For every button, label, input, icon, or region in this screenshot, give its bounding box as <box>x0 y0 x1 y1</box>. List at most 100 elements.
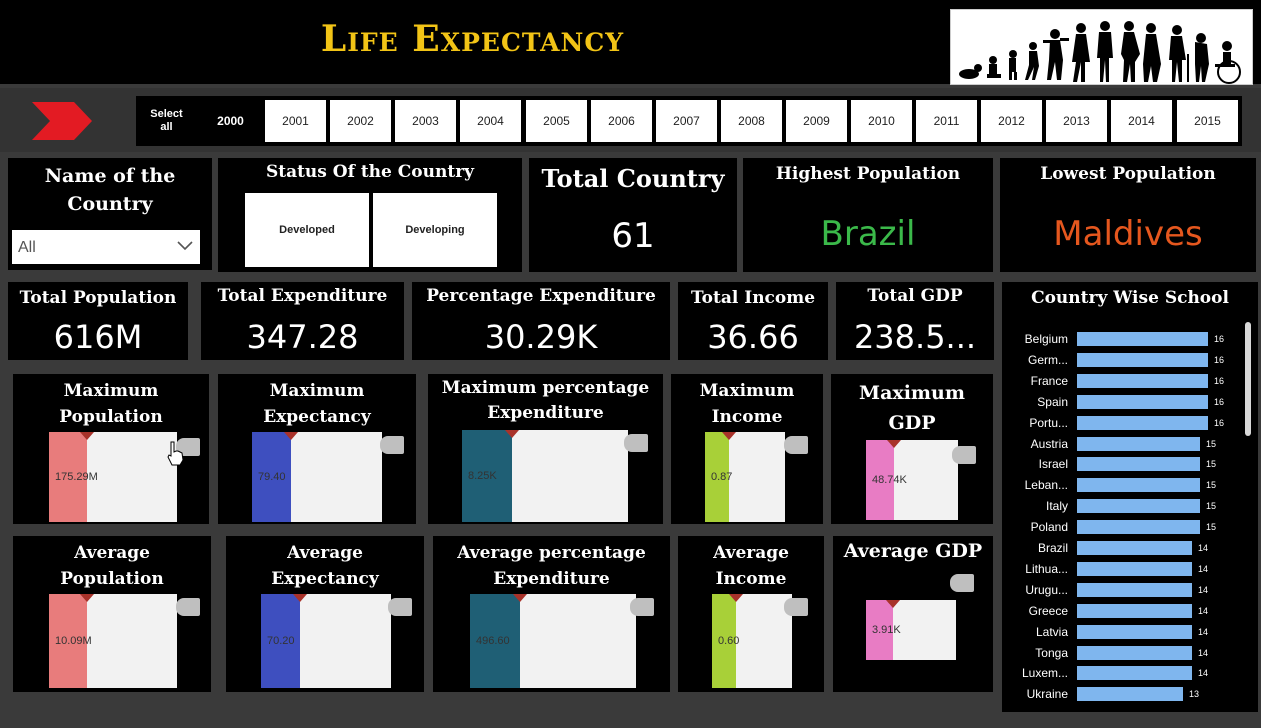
max-pct-expenditure-value: 8.25K <box>468 470 497 482</box>
chart-bar[interactable] <box>1077 604 1192 618</box>
status-developing-button[interactable]: Developing <box>373 193 497 267</box>
year-button-2000[interactable]: 2000 <box>200 100 261 142</box>
chevron-down-icon <box>177 241 193 251</box>
chart-bar[interactable] <box>1077 353 1208 367</box>
year-button-2013[interactable]: 2013 <box>1046 100 1107 142</box>
total-income-card: Total Income 36.66 <box>678 282 828 360</box>
max-population-target-marker <box>80 432 94 440</box>
chart-bar[interactable] <box>1077 374 1208 388</box>
percentage-expenditure-value: 30.29K <box>484 318 598 356</box>
chart-bar[interactable] <box>1077 583 1192 597</box>
avg-income-toggle[interactable] <box>784 598 808 616</box>
year-button-2002[interactable]: 2002 <box>330 100 391 142</box>
chart-bar[interactable] <box>1077 437 1200 451</box>
total-income-value: 36.66 <box>707 318 799 356</box>
total-gdp-title: Total GDP <box>867 286 963 306</box>
highest-population-value: Brazil <box>820 214 916 254</box>
page-title: Life Expectancy <box>320 18 625 60</box>
avg-gdp-toggle[interactable] <box>950 574 974 592</box>
year-button-2010[interactable]: 2010 <box>851 100 912 142</box>
max-population-gauge: 175.29M <box>49 432 177 522</box>
country-dropdown[interactable]: All <box>12 230 200 264</box>
avg-income-gauge-fill <box>712 594 736 688</box>
chart-bar[interactable] <box>1077 625 1192 639</box>
chart-bar[interactable] <box>1077 457 1200 471</box>
arrow-chevron-icon[interactable] <box>30 100 94 146</box>
chart-bar[interactable] <box>1077 332 1208 346</box>
max-expectancy-subtitle: Expectancy <box>263 407 371 427</box>
chart-category-label: Poland <box>1030 520 1068 534</box>
total-population-value: 616M <box>53 318 143 356</box>
total-country-card: Total Country 61 <box>529 158 737 272</box>
chart-bar[interactable] <box>1077 541 1192 555</box>
chart-bar[interactable] <box>1077 520 1200 534</box>
chart-data-label: 15 <box>1206 522 1217 532</box>
chart-title: Country Wise School <box>1031 288 1229 308</box>
max-gdp-subtitle: GDP <box>888 412 936 434</box>
max-pct-expenditure-title: Maximum percentage <box>441 378 650 398</box>
chart-category-label: Spain <box>1037 395 1068 409</box>
year-button-2012[interactable]: 2012 <box>981 100 1042 142</box>
select-all-button[interactable]: Select all <box>136 100 197 142</box>
year-button-2005[interactable]: 2005 <box>526 100 587 142</box>
avg-pct-expenditure-toggle[interactable] <box>630 598 654 616</box>
chart-bar[interactable] <box>1077 666 1192 680</box>
year-button-2004[interactable]: 2004 <box>460 100 521 142</box>
percentage-expenditure-card: Percentage Expenditure 30.29K <box>412 282 670 360</box>
year-button-2011[interactable]: 2011 <box>916 100 977 142</box>
avg-population-gauge-fill <box>49 594 87 688</box>
max-gdp-toggle[interactable] <box>952 446 976 464</box>
chart-bar[interactable] <box>1077 395 1208 409</box>
year-button-2006[interactable]: 2006 <box>591 100 652 142</box>
year-button-2001[interactable]: 2001 <box>265 100 326 142</box>
chart-data-label: 16 <box>1214 334 1225 344</box>
chart-category-label: Brazil <box>1037 541 1068 555</box>
avg-income-subtitle: Income <box>715 569 787 589</box>
chart-data-label: 16 <box>1214 376 1225 386</box>
chart-category-label: Tonga <box>1035 646 1068 660</box>
avg-pct-expenditure-gauge: 496.60 <box>470 594 636 688</box>
avg-pct-expenditure-value: 496.60 <box>476 635 510 647</box>
chart-category-label: Luxem... <box>1021 666 1068 680</box>
chart-bar[interactable] <box>1077 478 1200 492</box>
avg-population-toggle[interactable] <box>176 598 200 616</box>
max-pct-expenditure-gauge-fill <box>462 430 512 522</box>
status-developed-button[interactable]: Developed <box>245 193 369 267</box>
year-button-2014[interactable]: 2014 <box>1111 100 1172 142</box>
avg-expectancy-toggle[interactable] <box>388 598 412 616</box>
total-expenditure-value: 347.28 <box>246 318 359 356</box>
avg-gdp-gauge: 3.91K <box>866 600 956 660</box>
max-gdp-title: Maximum <box>859 382 965 404</box>
lowest-population-value: Maldives <box>1053 214 1203 254</box>
chart-bar[interactable] <box>1077 646 1192 660</box>
avg-pct-expenditure-gauge-fill <box>470 594 520 688</box>
year-button-2007[interactable]: 2007 <box>656 100 717 142</box>
max-income-title: Maximum <box>699 381 795 401</box>
chart-scrollbar[interactable] <box>1245 322 1251 436</box>
year-button-2003[interactable]: 2003 <box>395 100 456 142</box>
max-population-toggle[interactable] <box>176 438 200 456</box>
avg-expectancy-gauge: 70.20 <box>261 594 391 688</box>
chart-bar[interactable] <box>1077 687 1183 701</box>
chart-bar[interactable] <box>1077 562 1192 576</box>
total-expenditure-title: Total Expenditure <box>217 286 388 306</box>
chart-bar[interactable] <box>1077 499 1200 513</box>
highest-population-card: Highest Population Brazil <box>743 158 993 272</box>
max-gdp-target-marker <box>887 440 901 448</box>
max-pct-expenditure-gauge: 8.25K <box>462 430 628 522</box>
year-button-2008[interactable]: 2008 <box>721 100 782 142</box>
chart-bar[interactable] <box>1077 416 1208 430</box>
max-income-toggle[interactable] <box>784 436 808 454</box>
chart-data-label: 14 <box>1198 606 1209 616</box>
avg-expectancy-gauge-fill <box>261 594 300 688</box>
max-pct-expenditure-toggle[interactable] <box>624 434 648 452</box>
chart-category-label: Lithua... <box>1025 562 1068 576</box>
max-income-gauge: 0.87 <box>705 432 785 522</box>
max-gdp-gauge-fill <box>866 440 894 520</box>
max-expectancy-toggle[interactable] <box>380 436 404 454</box>
chart-data-label: 14 <box>1198 627 1209 637</box>
chart-data-label: 14 <box>1198 585 1209 595</box>
year-button-2015[interactable]: 2015 <box>1177 100 1238 142</box>
year-button-2009[interactable]: 2009 <box>786 100 847 142</box>
avg-pct-expenditure-subtitle: Expenditure <box>493 569 610 589</box>
